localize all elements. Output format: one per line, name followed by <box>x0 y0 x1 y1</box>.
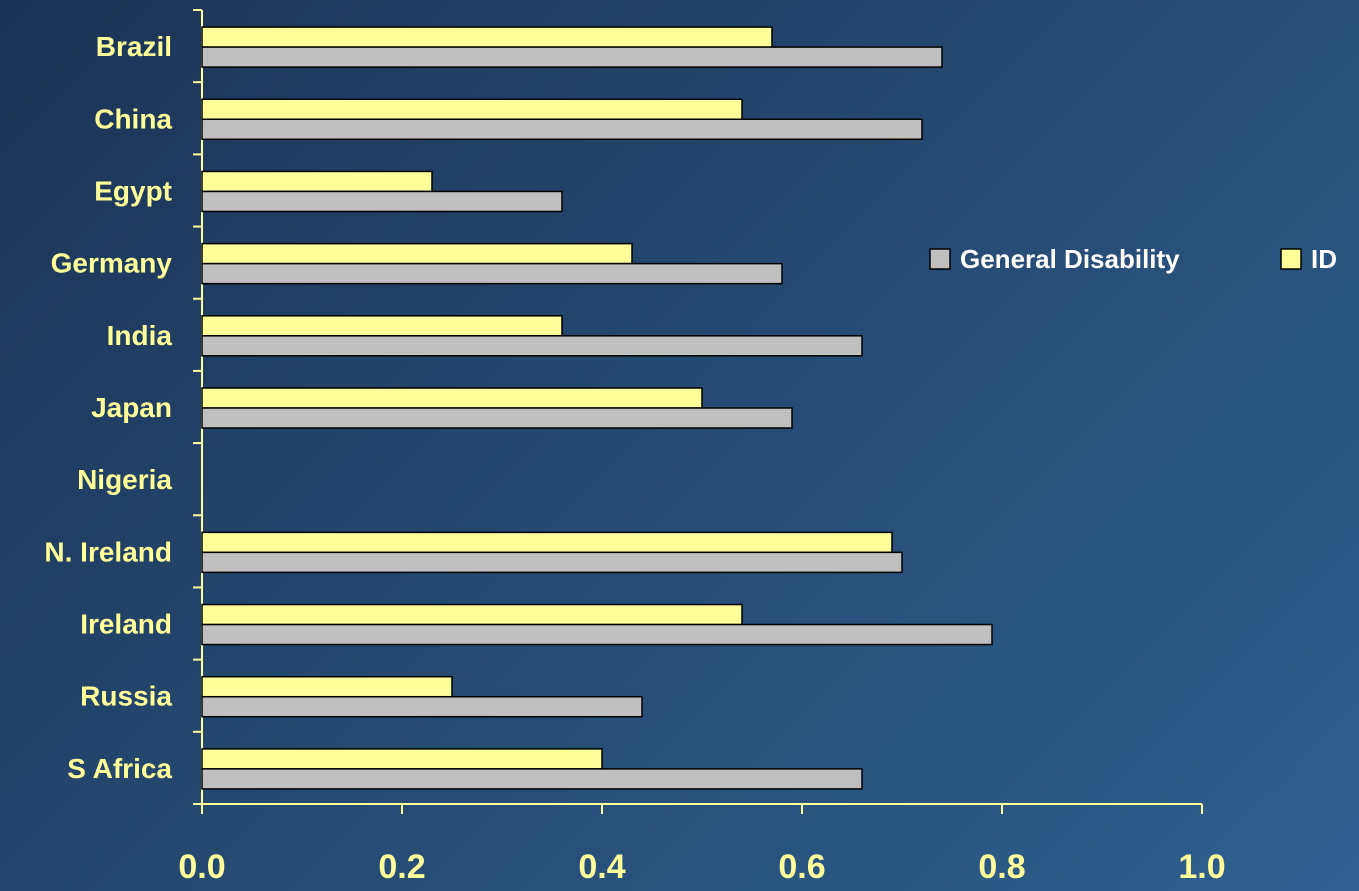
category-label-s-africa: S Africa <box>67 753 172 784</box>
bar-id-japan <box>201 387 703 409</box>
bar-id-s-africa <box>201 748 603 770</box>
category-label-ireland: Ireland <box>80 609 172 640</box>
legend-label-id: ID <box>1311 244 1337 274</box>
bars <box>201 26 993 790</box>
legend-swatch-id <box>1280 248 1302 270</box>
bar-id-germany <box>201 242 633 265</box>
bar-general-disability-india <box>201 335 863 357</box>
bar-general-disability-brazil <box>201 46 943 68</box>
x-tick-label: 0.2 <box>378 848 425 886</box>
category-label-egypt: Egypt <box>94 175 172 206</box>
bar-id-china <box>201 98 743 121</box>
bar-general-disability-germany <box>201 262 783 285</box>
category-label-n-ireland: N. Ireland <box>44 536 172 567</box>
category-label-germany: Germany <box>51 248 173 279</box>
category-label-brazil: Brazil <box>96 31 172 62</box>
bar-id-ireland <box>201 603 743 626</box>
legend-swatch-general-disability <box>929 248 951 270</box>
category-label-japan: Japan <box>91 392 172 423</box>
bar-general-disability-china <box>201 118 923 141</box>
x-tick-label: 0.8 <box>978 848 1025 886</box>
category-labels: Brazil China Egypt Germany India Japan Nigeria… <box>44 31 172 784</box>
bar-id-russia <box>201 675 453 698</box>
bar-id-brazil <box>201 26 773 48</box>
bar-general-disability-s-africa <box>201 768 863 790</box>
category-label-china: China <box>94 103 172 134</box>
bar-general-disability-egypt <box>201 190 563 213</box>
x-tick-label: 0.6 <box>778 848 825 886</box>
x-tick-label: 0.0 <box>178 848 225 886</box>
x-tick-label: 0.4 <box>578 848 625 886</box>
x-tick-labels: 0.0 0.2 0.4 0.6 0.8 1.0 <box>178 848 1225 886</box>
bar-general-disability-n-ireland <box>201 551 903 574</box>
category-label-nigeria: Nigeria <box>77 464 172 495</box>
category-label-india: India <box>107 320 173 351</box>
bar-general-disability-russia <box>201 695 643 718</box>
bar-general-disability-ireland <box>201 623 993 646</box>
legend-label-general-disability: General Disability <box>960 244 1180 274</box>
bar-general-disability-japan <box>201 407 793 429</box>
bar-id-n-ireland <box>201 531 893 554</box>
category-label-russia: Russia <box>80 681 172 712</box>
x-tick-label: 1.0 <box>1178 848 1225 886</box>
bar-id-egypt <box>201 170 433 193</box>
legend: General Disability ID <box>929 244 1337 274</box>
bar-id-india <box>201 315 563 337</box>
